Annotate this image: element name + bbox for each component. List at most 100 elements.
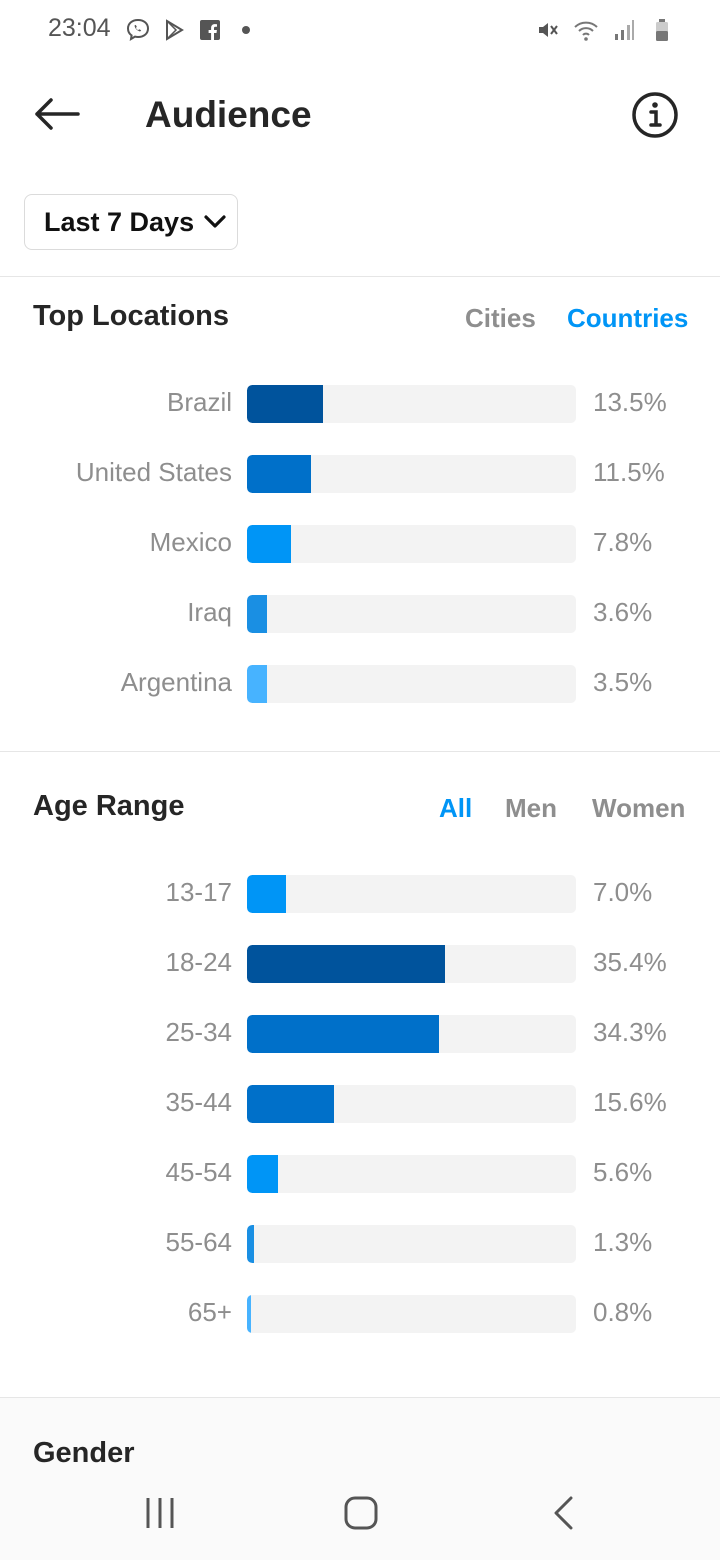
bar-value: 5.6% bbox=[593, 1157, 653, 1187]
bar-track bbox=[247, 1295, 576, 1333]
bar-row: 13-17 7.0% bbox=[0, 875, 720, 915]
system-nav-bar bbox=[0, 1472, 720, 1560]
bar-label: 35-44 bbox=[165, 1087, 233, 1117]
bar-track bbox=[247, 1155, 576, 1193]
bar-track bbox=[247, 595, 576, 633]
divider bbox=[0, 751, 720, 752]
bar-fill bbox=[247, 455, 311, 493]
bar-row: Mexico 7.8% bbox=[0, 525, 720, 565]
recent-apps-icon bbox=[144, 1496, 176, 1535]
bar-value: 3.5% bbox=[593, 667, 653, 697]
bar-value: 15.6% bbox=[593, 1087, 667, 1117]
bar-track bbox=[247, 1015, 576, 1053]
bar-track bbox=[247, 1225, 576, 1263]
tab-countries[interactable]: Countries bbox=[567, 303, 689, 333]
wifi-icon bbox=[572, 16, 600, 44]
bar-fill bbox=[247, 665, 267, 703]
divider bbox=[0, 1397, 720, 1398]
bar-fill bbox=[247, 1295, 251, 1333]
date-range-dropdown[interactable]: Last 7 Days bbox=[24, 194, 238, 250]
bar-row: 55-64 1.3% bbox=[0, 1225, 720, 1265]
bar-label: 13-17 bbox=[165, 877, 233, 907]
bar-fill bbox=[247, 1225, 254, 1263]
bar-row: Iraq 3.6% bbox=[0, 595, 720, 635]
tab-men[interactable]: Men bbox=[505, 793, 557, 823]
bar-value: 7.0% bbox=[593, 877, 653, 907]
bar-fill bbox=[247, 1085, 334, 1123]
info-button[interactable] bbox=[630, 90, 680, 140]
bar-fill bbox=[247, 385, 323, 423]
bar-value: 35.4% bbox=[593, 947, 667, 977]
bar-row: 35-44 15.6% bbox=[0, 1085, 720, 1125]
bar-row: 25-34 34.3% bbox=[0, 1015, 720, 1055]
home-icon bbox=[343, 1495, 379, 1536]
facebook-icon bbox=[196, 16, 224, 44]
bar-value: 1.3% bbox=[593, 1227, 653, 1257]
play-store-icon bbox=[160, 16, 188, 44]
date-range-label: Last 7 Days bbox=[44, 206, 195, 237]
back-button[interactable] bbox=[28, 90, 84, 142]
signal-icon bbox=[610, 16, 638, 44]
back-nav-icon bbox=[551, 1495, 575, 1536]
bar-track bbox=[247, 875, 576, 913]
dot-icon bbox=[232, 16, 260, 44]
header: Audience bbox=[0, 74, 720, 158]
info-icon bbox=[630, 92, 680, 144]
bar-fill bbox=[247, 1155, 278, 1193]
bar-value: 7.8% bbox=[593, 527, 653, 557]
bar-fill bbox=[247, 595, 267, 633]
bar-label: 18-24 bbox=[165, 947, 233, 977]
home-button[interactable] bbox=[331, 1490, 391, 1540]
tab-all[interactable]: All bbox=[439, 793, 473, 823]
bar-label: 65+ bbox=[187, 1297, 232, 1327]
bar-track bbox=[247, 385, 576, 423]
status-icons-left bbox=[124, 16, 260, 44]
bar-row: Argentina 3.5% bbox=[0, 665, 720, 705]
bar-fill bbox=[247, 525, 291, 563]
bar-value: 34.3% bbox=[593, 1017, 667, 1047]
bar-fill bbox=[247, 875, 286, 913]
bar-track bbox=[247, 665, 576, 703]
bar-value: 11.5% bbox=[593, 457, 665, 487]
battery-icon bbox=[648, 16, 676, 44]
bar-label: Mexico bbox=[149, 527, 232, 557]
tab-women[interactable]: Women bbox=[592, 793, 686, 823]
bar-row: Brazil 13.5% bbox=[0, 385, 720, 425]
gender-title: Gender bbox=[33, 1437, 135, 1469]
bar-track bbox=[247, 455, 576, 493]
bar-fill bbox=[247, 1015, 439, 1053]
back-nav-button[interactable] bbox=[533, 1490, 593, 1540]
page-title: Audience bbox=[145, 94, 312, 135]
bar-row: United States 11.5% bbox=[0, 455, 720, 495]
mute-icon bbox=[534, 16, 562, 44]
status-bar: 23:04 bbox=[0, 0, 720, 60]
bar-label: 55-64 bbox=[165, 1227, 233, 1257]
age-range-title: Age Range bbox=[33, 790, 185, 822]
bar-label: 25-34 bbox=[165, 1017, 233, 1047]
viber-icon bbox=[124, 16, 152, 44]
top-locations-title: Top Locations bbox=[33, 300, 230, 332]
bar-row: 45-54 5.6% bbox=[0, 1155, 720, 1195]
bar-label: Argentina bbox=[120, 667, 232, 697]
bar-label: Iraq bbox=[187, 597, 232, 627]
bar-value: 0.8% bbox=[593, 1297, 653, 1327]
chevron-down-icon bbox=[204, 211, 226, 233]
bar-label: United States bbox=[75, 457, 232, 487]
bar-row: 65+ 0.8% bbox=[0, 1295, 720, 1335]
bar-track bbox=[247, 525, 576, 563]
status-icons-right bbox=[534, 16, 676, 44]
tab-cities[interactable]: Cities bbox=[465, 303, 536, 333]
arrow-left-icon bbox=[32, 96, 80, 137]
divider bbox=[0, 276, 720, 277]
bar-row: 18-24 35.4% bbox=[0, 945, 720, 985]
bar-label: 45-54 bbox=[165, 1157, 233, 1187]
bar-track bbox=[247, 1085, 576, 1123]
status-time: 23:04 bbox=[48, 14, 111, 42]
bar-label: Brazil bbox=[166, 387, 232, 417]
bar-value: 13.5% bbox=[593, 387, 667, 417]
bar-fill bbox=[247, 945, 445, 983]
bar-track bbox=[247, 945, 576, 983]
recent-apps-button[interactable] bbox=[130, 1490, 190, 1540]
bar-value: 3.6% bbox=[593, 597, 653, 627]
bottom-area bbox=[0, 1398, 720, 1560]
